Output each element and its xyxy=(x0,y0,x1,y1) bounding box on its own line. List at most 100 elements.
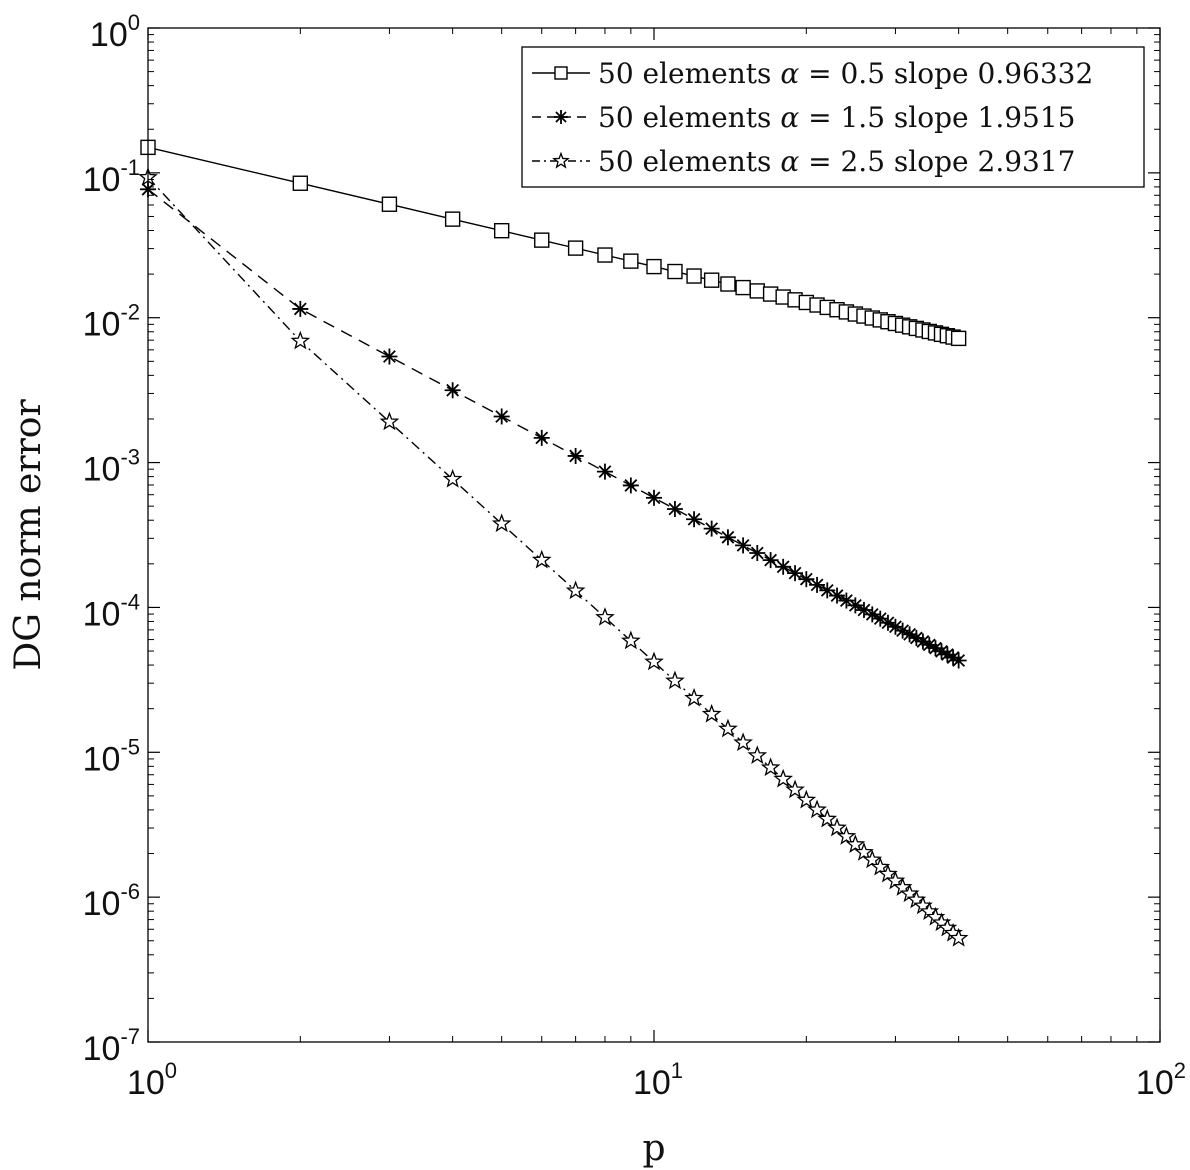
y-tick-label: 100 xyxy=(90,10,140,54)
series-2-point xyxy=(719,529,736,546)
y-tick-base: 10 xyxy=(83,451,121,489)
legend-label-part: 50 elements xyxy=(598,145,780,178)
series-3-point xyxy=(796,789,817,809)
y-axis-title: DG norm error xyxy=(8,399,49,671)
series-2-point xyxy=(855,601,872,618)
y-tick-exponent: -1 xyxy=(120,155,140,180)
legend-label: 50 elements α = 1.5 slope 1.9515 xyxy=(598,101,1075,134)
y-tick-exponent: 0 xyxy=(128,10,140,35)
y-tick-exponent: -5 xyxy=(120,734,140,759)
series-3-point xyxy=(718,718,738,738)
series-2-point xyxy=(686,511,703,528)
y-tick-exponent: -3 xyxy=(120,445,140,470)
x-tick-exponent: 2 xyxy=(1174,1058,1186,1083)
series-3-point xyxy=(760,757,781,777)
series-1-point xyxy=(444,211,461,227)
x-tick-exponent: 1 xyxy=(671,1058,683,1083)
series-3-point xyxy=(379,411,400,431)
x-tick-exponent: 0 xyxy=(165,1058,177,1083)
series-1-point xyxy=(567,240,584,256)
series-1-point xyxy=(703,272,720,288)
series-2-point xyxy=(622,477,639,494)
legend-marker xyxy=(554,66,568,80)
y-tick-label: 10-6 xyxy=(83,879,140,923)
series-1-point xyxy=(735,279,751,296)
legend-box xyxy=(521,46,1145,188)
x-tick-label: 101 xyxy=(633,1058,683,1102)
series-3-point xyxy=(854,842,874,861)
y-tick-label: 10-1 xyxy=(83,155,140,199)
series-3-point xyxy=(684,687,704,707)
legend-label: 50 elements α = 0.5 slope 0.96332 xyxy=(598,57,1093,90)
series-3-point xyxy=(531,549,552,569)
series-1-point xyxy=(667,263,683,280)
series-layer xyxy=(138,139,969,947)
series-3-point xyxy=(827,817,847,837)
series-3-point xyxy=(785,779,805,799)
legend-symbol: α xyxy=(780,101,799,134)
series-3-point xyxy=(862,849,883,869)
series-3-point xyxy=(644,651,664,671)
x-tick-base: 10 xyxy=(127,1064,165,1102)
series-2-point xyxy=(908,629,925,646)
series-1-point xyxy=(292,175,309,191)
y-tick-label: 10-2 xyxy=(83,300,140,344)
series-3-point xyxy=(747,745,768,764)
legend-label-part: = 1.5 slope 1.9515 xyxy=(799,101,1075,134)
legend-item: 50 elements α = 0.5 slope 0.96332 xyxy=(532,57,1093,90)
series-2-point xyxy=(666,501,683,518)
legend-item: 50 elements α = 2.5 slope 2.9317 xyxy=(532,145,1075,178)
series-2-point xyxy=(493,408,510,425)
legend-symbol: α xyxy=(780,145,799,178)
series-1-point xyxy=(381,196,398,212)
series-2-point xyxy=(749,544,766,561)
series-1-point xyxy=(720,276,736,292)
y-tick-label: 10-3 xyxy=(83,445,140,489)
series-3-point xyxy=(701,703,722,723)
series-2-point xyxy=(381,348,398,365)
y-tick-base: 10 xyxy=(83,740,121,778)
series-3-point xyxy=(665,670,685,690)
series-3-point xyxy=(595,607,615,626)
series-1-point xyxy=(686,268,702,284)
legend: 50 elements α = 0.5 slope 0.96332 50 elem… xyxy=(521,46,1145,188)
series-3-point xyxy=(870,856,891,876)
series-3-point xyxy=(565,580,586,600)
series-3-point xyxy=(491,513,512,533)
x-axis-title: p xyxy=(642,1128,665,1169)
series-3-point xyxy=(442,468,463,488)
series-1-point xyxy=(534,232,550,248)
series-2-point xyxy=(787,565,804,582)
series-3-point xyxy=(845,834,866,853)
legend-label-part: = 2.5 slope 2.9317 xyxy=(799,145,1075,178)
y-tick-base: 10 xyxy=(83,885,121,923)
series-2-point xyxy=(567,447,584,464)
y-tick-exponent: -2 xyxy=(120,300,140,325)
series-2-point xyxy=(444,382,461,399)
series-2-point xyxy=(646,489,662,506)
series-3-point xyxy=(290,330,311,350)
series-3-point xyxy=(773,768,794,788)
legend-symbol: α xyxy=(780,57,799,90)
series-2-point xyxy=(703,520,720,537)
series-3-point xyxy=(620,630,641,650)
legend-label: 50 elements α = 2.5 slope 2.9317 xyxy=(598,145,1075,178)
series-1-point xyxy=(646,258,662,275)
series-2-point xyxy=(847,597,864,614)
series-2-point xyxy=(596,463,613,480)
series-2-line xyxy=(147,188,959,662)
series-3 xyxy=(138,167,969,947)
y-tick-exponent: -4 xyxy=(120,589,140,614)
x-tick-label: 102 xyxy=(1136,1058,1186,1102)
series-2 xyxy=(140,181,967,669)
series-1-point xyxy=(493,222,510,239)
legend-marker xyxy=(554,110,568,124)
series-3-point xyxy=(836,826,857,845)
y-tick-exponent: -7 xyxy=(120,1024,140,1049)
legend-item: 50 elements α = 1.5 slope 1.9515 xyxy=(532,101,1075,134)
x-tick-label: 100 xyxy=(127,1058,177,1102)
series-2-point xyxy=(762,552,779,569)
